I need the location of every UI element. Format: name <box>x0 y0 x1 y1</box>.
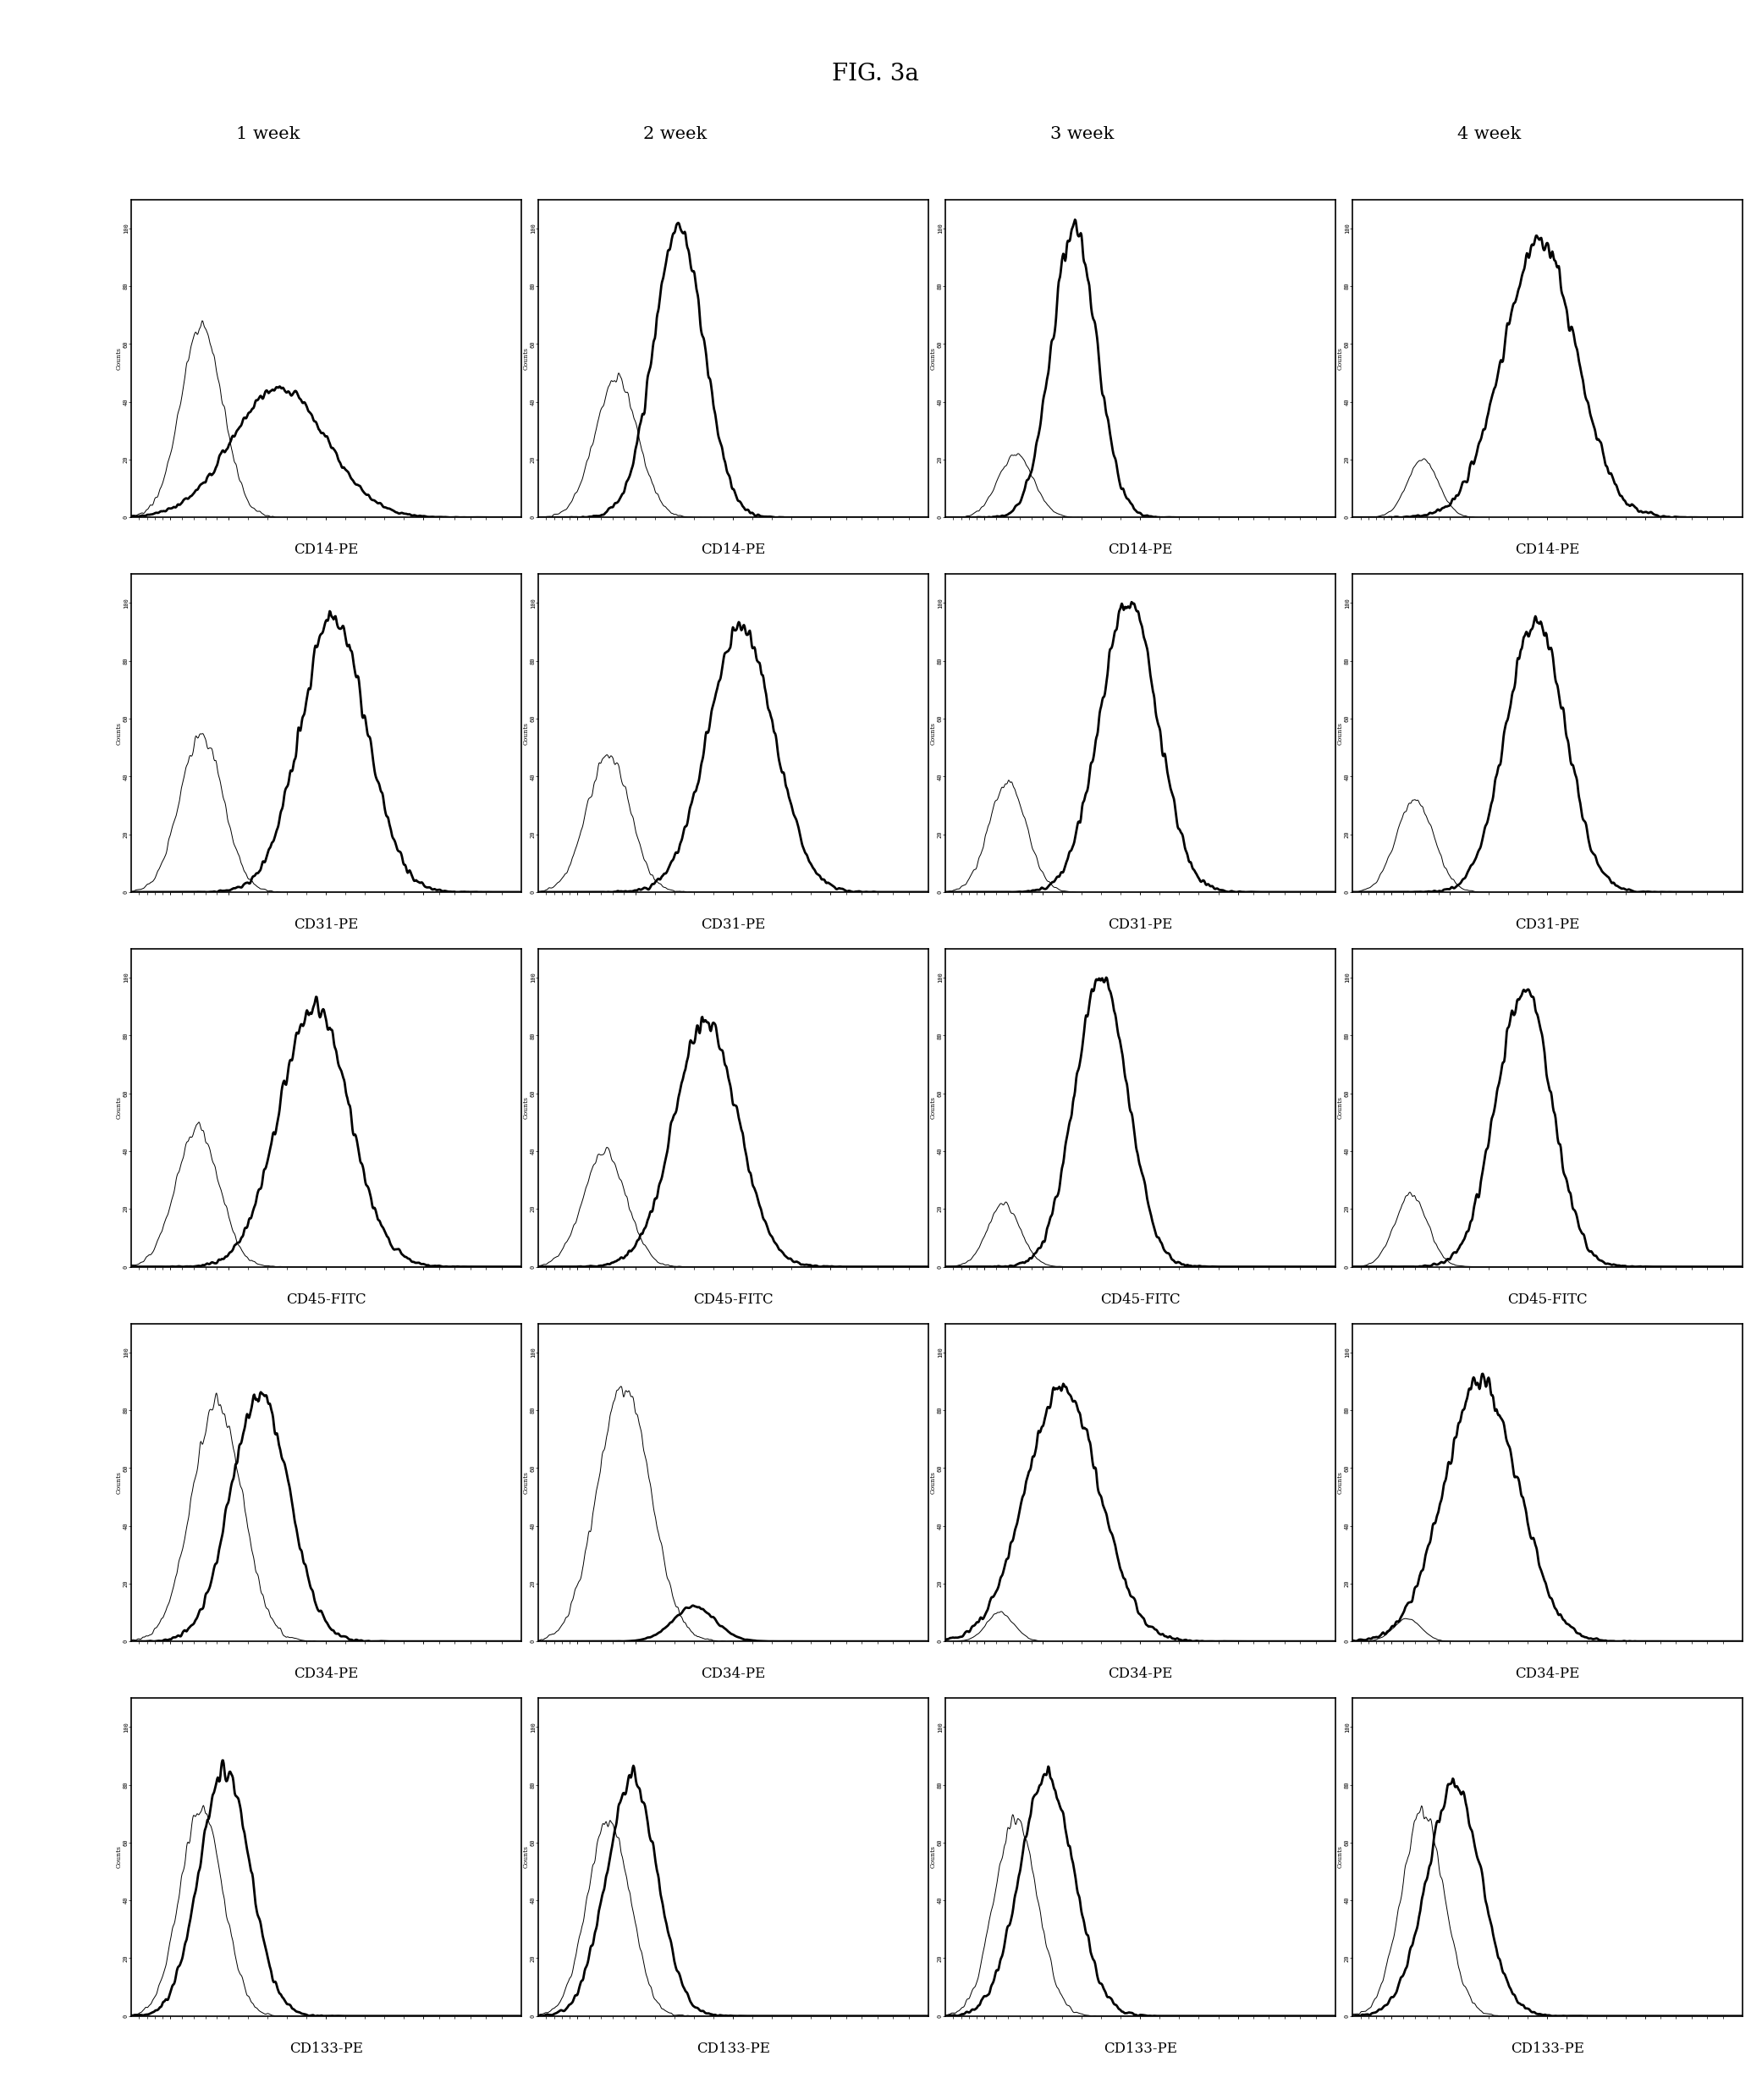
Text: CD34-PE: CD34-PE <box>700 1667 765 1682</box>
Text: CD45-FITC: CD45-FITC <box>693 1292 774 1306</box>
Y-axis label: Counts: Counts <box>930 1096 937 1119</box>
Text: CD133-PE: CD133-PE <box>1511 2041 1585 2056</box>
Y-axis label: Counts: Counts <box>1336 346 1343 370</box>
Y-axis label: Counts: Counts <box>1336 1470 1343 1493</box>
Y-axis label: Counts: Counts <box>1336 1846 1343 1869</box>
Y-axis label: Counts: Counts <box>522 722 529 746</box>
Text: CD34-PE: CD34-PE <box>294 1667 359 1682</box>
Y-axis label: Counts: Counts <box>522 1096 529 1119</box>
Y-axis label: Counts: Counts <box>116 1846 123 1869</box>
Y-axis label: Counts: Counts <box>116 722 123 746</box>
Y-axis label: Counts: Counts <box>930 722 937 746</box>
Y-axis label: Counts: Counts <box>1336 722 1343 746</box>
Y-axis label: Counts: Counts <box>522 1846 529 1869</box>
Y-axis label: Counts: Counts <box>522 1470 529 1493</box>
Text: 2 week: 2 week <box>643 126 707 143</box>
Y-axis label: Counts: Counts <box>930 1470 937 1493</box>
Y-axis label: Counts: Counts <box>116 346 123 370</box>
Text: CD133-PE: CD133-PE <box>1103 2041 1177 2056</box>
Y-axis label: Counts: Counts <box>522 346 529 370</box>
Text: CD14-PE: CD14-PE <box>1108 542 1173 556</box>
Text: CD45-FITC: CD45-FITC <box>1508 1292 1588 1306</box>
Text: CD45-FITC: CD45-FITC <box>1100 1292 1180 1306</box>
Text: CD133-PE: CD133-PE <box>289 2041 362 2056</box>
Text: CD14-PE: CD14-PE <box>294 542 359 556</box>
Text: 3 week: 3 week <box>1051 126 1114 143</box>
Y-axis label: Counts: Counts <box>930 1846 937 1869</box>
Text: CD14-PE: CD14-PE <box>1515 542 1579 556</box>
Y-axis label: Counts: Counts <box>1336 1096 1343 1119</box>
Text: 4 week: 4 week <box>1457 126 1522 143</box>
Text: CD31-PE: CD31-PE <box>294 918 359 932</box>
Y-axis label: Counts: Counts <box>116 1096 123 1119</box>
Text: CD34-PE: CD34-PE <box>1515 1667 1579 1682</box>
Text: CD14-PE: CD14-PE <box>700 542 765 556</box>
Text: CD133-PE: CD133-PE <box>697 2041 770 2056</box>
Text: CD45-FITC: CD45-FITC <box>285 1292 366 1306</box>
Text: CD31-PE: CD31-PE <box>1108 918 1173 932</box>
Y-axis label: Counts: Counts <box>116 1470 123 1493</box>
Y-axis label: Counts: Counts <box>930 346 937 370</box>
Text: 1 week: 1 week <box>236 126 299 143</box>
Text: CD34-PE: CD34-PE <box>1108 1667 1173 1682</box>
Text: FIG. 3a: FIG. 3a <box>832 63 919 86</box>
Text: CD31-PE: CD31-PE <box>1515 918 1579 932</box>
Text: CD31-PE: CD31-PE <box>700 918 765 932</box>
